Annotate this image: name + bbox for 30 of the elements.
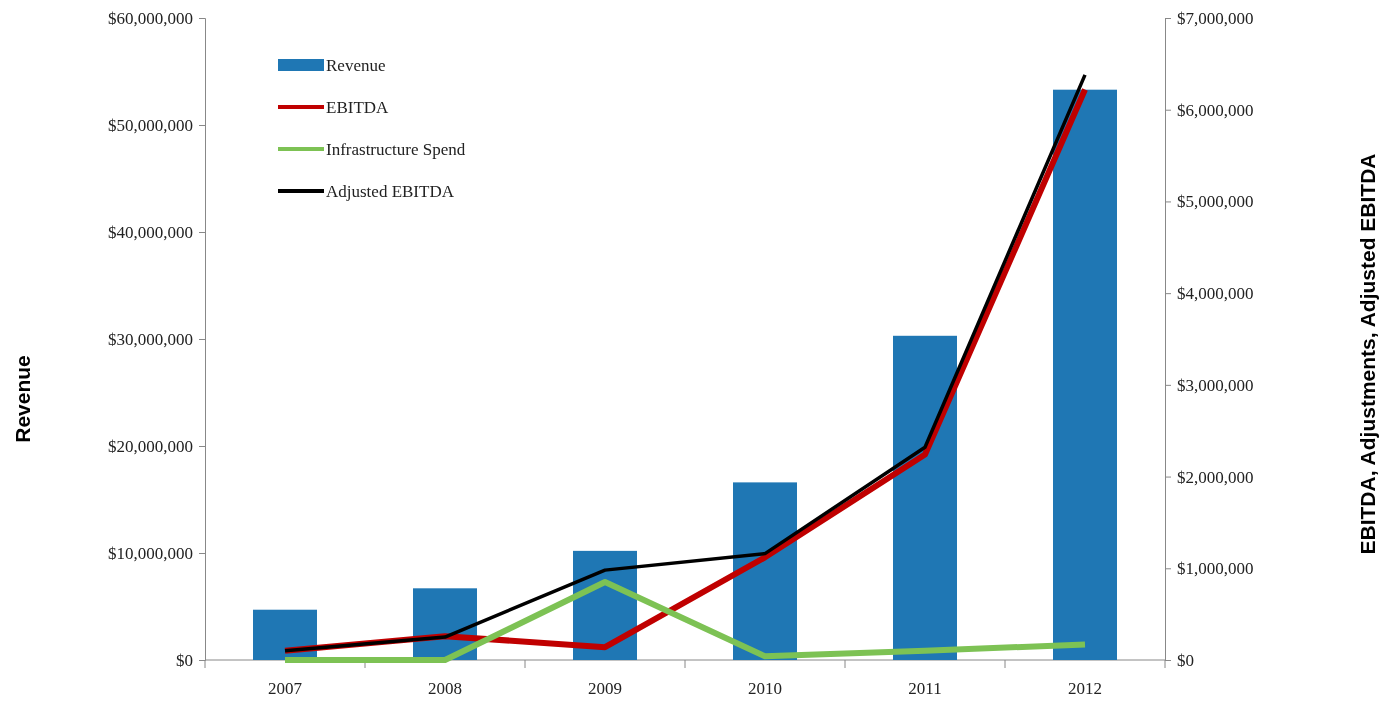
bar bbox=[1053, 89, 1117, 660]
y2-tick-label: $2,000,000 bbox=[1177, 467, 1254, 487]
y2-tick-label: $6,000,000 bbox=[1177, 100, 1254, 120]
legend-label: EBITDA bbox=[326, 98, 390, 117]
y2-tick-label: $4,000,000 bbox=[1177, 284, 1254, 304]
y-tick-label: $50,000,000 bbox=[108, 115, 193, 135]
x-tick-label: 2010 bbox=[748, 679, 782, 698]
y2-tick-label: $0 bbox=[1177, 650, 1194, 670]
y2-tick-label: $5,000,000 bbox=[1177, 192, 1254, 212]
y-tick-label: $20,000,000 bbox=[108, 436, 193, 456]
y-tick-label: $0 bbox=[176, 650, 193, 670]
legend-label: Infrastructure Spend bbox=[326, 140, 466, 159]
x-tick-label: 2011 bbox=[908, 679, 942, 698]
bar bbox=[893, 335, 957, 660]
x-tick-label: 2012 bbox=[1068, 679, 1102, 698]
legend-label: Revenue bbox=[326, 56, 386, 75]
y2-tick-label: $1,000,000 bbox=[1177, 559, 1254, 579]
y2-axis-title: EBITDA, Adjustments, Adjusted EBITDA bbox=[1356, 153, 1379, 555]
bar bbox=[253, 609, 317, 660]
y2-tick-label: $3,000,000 bbox=[1177, 375, 1254, 395]
legend-label: Adjusted EBITDA bbox=[326, 182, 455, 201]
y-tick-label: $40,000,000 bbox=[108, 222, 193, 242]
x-tick-label: 2009 bbox=[588, 679, 622, 698]
y-tick-label: $10,000,000 bbox=[108, 543, 193, 563]
x-tick-label: 2008 bbox=[428, 679, 462, 698]
x-tick-label: 2007 bbox=[268, 679, 303, 698]
y-tick-label: $60,000,000 bbox=[108, 8, 193, 28]
y-tick-label: $30,000,000 bbox=[108, 329, 193, 349]
y-axis-title: Revenue bbox=[11, 355, 34, 443]
y2-tick-label: $7,000,000 bbox=[1177, 8, 1254, 28]
